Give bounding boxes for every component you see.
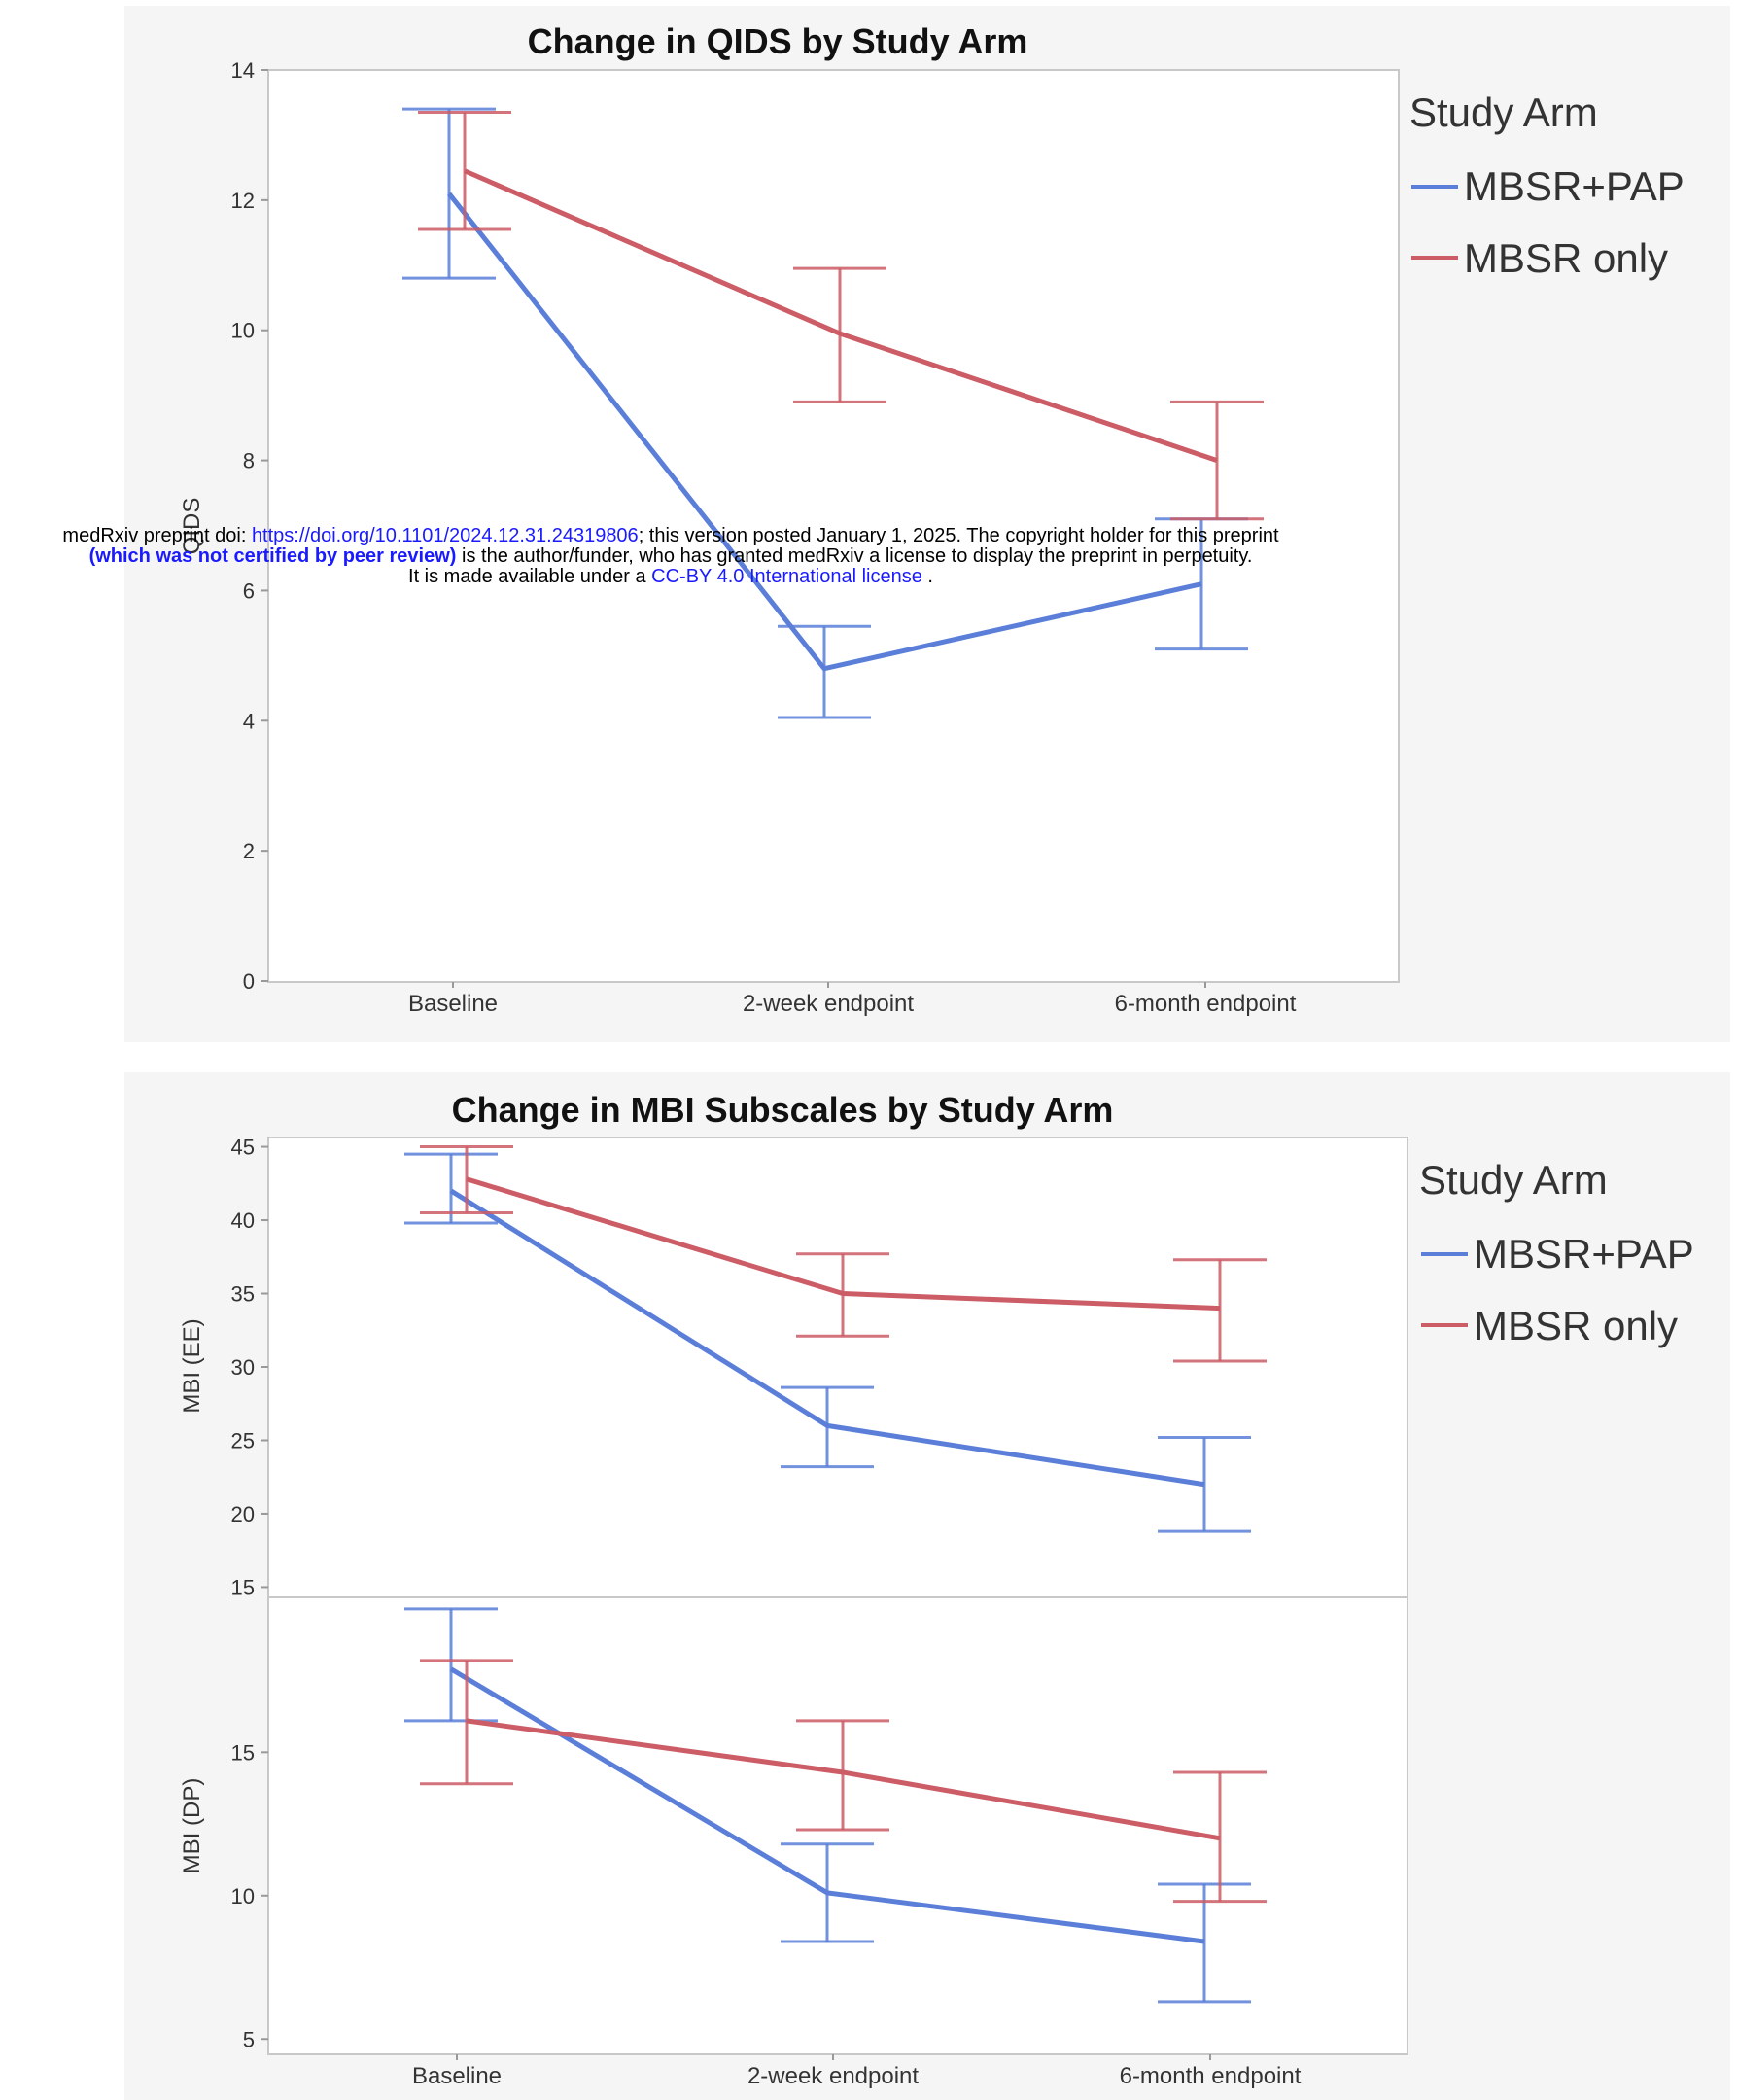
doi-link[interactable]: https://doi.org/10.1101/2024.12.31.24319… <box>251 525 639 546</box>
qids-y-tick-label: 12 <box>231 189 255 213</box>
qids-mbsr-only-line <box>464 168 1218 463</box>
banner-suffix: ; this version posted January 1, 2025. T… <box>638 525 1279 546</box>
qids-legend-label-mbsr-pap: MBSR+PAP <box>1464 163 1685 209</box>
qids-chart-title: Change in QIDS by Study Arm <box>528 21 1028 61</box>
qids-y-tick-label: 2 <box>243 839 255 863</box>
qids-x-tick-label: Baseline <box>408 991 498 1017</box>
mbi-ee-y-tick-label: 45 <box>231 1136 255 1160</box>
mbi-legend-label-mbsr-only: MBSR only <box>1474 1303 1678 1348</box>
qids-mbsr-pap-line <box>447 192 1202 672</box>
qids-y-tick-label: 8 <box>243 449 255 473</box>
mbi-chart-title: Change in MBI Subscales by Study Arm <box>452 1090 1114 1130</box>
mbi-x-tick-label: 2-week endpoint <box>747 2063 919 2089</box>
mbi-dp-y-tick-label: 15 <box>231 1740 255 1765</box>
mbi-x-axis: Baseline 2-week endpoint 6-month endpoint <box>412 2054 1302 2089</box>
preprint-banner-line-3: It is made available under a CC-BY 4.0 I… <box>0 566 1341 587</box>
peer-review-notice: (which was not certified by peer review) <box>88 545 457 567</box>
mbi-ee-y-tick-label: 30 <box>231 1355 255 1380</box>
banner-end: . <box>921 566 933 587</box>
preprint-banner-line-2: (which was not certified by peer review)… <box>0 545 1341 567</box>
qids-series-layer <box>402 107 1264 719</box>
mbi-ee-mbsr-only-line <box>466 1176 1221 1312</box>
mbi-ee-y-axis: 15 20 25 30 35 40 45 <box>231 1136 268 1599</box>
qids-x-tick-label: 2-week endpoint <box>743 991 914 1017</box>
mbi-dp-series-layer <box>404 1607 1267 2004</box>
mbi-plot-area <box>267 1137 1408 2055</box>
qids-chart: Change in QIDS by Study Arm 02468101214 … <box>124 6 1730 1042</box>
qids-plot-area <box>267 69 1400 983</box>
mbi-ee-y-tick-label: 15 <box>231 1575 255 1599</box>
qids-y-tick-label: 4 <box>243 709 255 733</box>
qids-legend: Study Arm MBSR+PAP MBSR only <box>1409 89 1685 281</box>
qids-y-axis-label: QIDS <box>179 498 205 555</box>
mbi-ee-y-axis-label: MBI (EE) <box>179 1318 205 1413</box>
mbi-legend: Study Arm MBSR+PAP MBSR only <box>1419 1157 1694 1348</box>
mbi-ee-y-tick-label: 40 <box>231 1208 255 1233</box>
qids-y-axis: 0 2 4 6 8 10 12 14 <box>231 58 268 994</box>
mbi-dp-y-axis: 5 10 15 <box>231 1740 268 2051</box>
mbi-ee-series-layer <box>404 1145 1267 1533</box>
mbi-ee-mbsr-pap-line <box>449 1188 1205 1488</box>
qids-x-tick-label: 6-month endpoint <box>1115 991 1297 1017</box>
banner-license-text: is the author/funder, who has granted me… <box>456 545 1253 567</box>
mbi-dp-y-axis-label: MBI (DP) <box>179 1778 205 1874</box>
mbi-dp-y-tick-label: 5 <box>243 2027 255 2051</box>
mbi-chart: Change in MBI Subscales by Study Arm 15 2… <box>124 1072 1730 2100</box>
qids-y-tick-label: 10 <box>231 319 255 343</box>
qids-y-tick-label: 14 <box>231 58 255 83</box>
mbi-ee-y-tick-label: 35 <box>231 1282 255 1307</box>
qids-y-tick-label: 6 <box>243 578 255 603</box>
license-link[interactable]: CC-BY 4.0 International license <box>651 566 922 587</box>
mbi-legend-label-mbsr-pap: MBSR+PAP <box>1474 1231 1694 1277</box>
banner-prefix: medRxiv preprint doi: <box>62 525 252 546</box>
mbi-x-tick-label: Baseline <box>412 2063 502 2089</box>
banner-available: It is made available under a <box>408 566 652 587</box>
preprint-banner-line-1: medRxiv preprint doi: https://doi.org/10… <box>0 525 1341 546</box>
mbi-dp-y-tick-label: 10 <box>231 1884 255 1908</box>
mbi-legend-title: Study Arm <box>1419 1157 1608 1203</box>
mbi-dp-mbsr-only-line <box>466 1718 1221 1841</box>
qids-legend-label-mbsr-only: MBSR only <box>1464 235 1668 281</box>
qids-x-axis: Baseline 2-week endpoint 6-month endpoint <box>408 982 1297 1017</box>
mbi-x-tick-label: 6-month endpoint <box>1120 2063 1302 2089</box>
qids-legend-title: Study Arm <box>1409 89 1598 135</box>
mbi-ee-y-tick-label: 25 <box>231 1428 255 1452</box>
qids-y-tick-label: 0 <box>243 969 255 994</box>
mbi-ee-y-tick-label: 20 <box>231 1502 255 1526</box>
mbi-dp-mbsr-pap-line <box>449 1666 1205 1944</box>
